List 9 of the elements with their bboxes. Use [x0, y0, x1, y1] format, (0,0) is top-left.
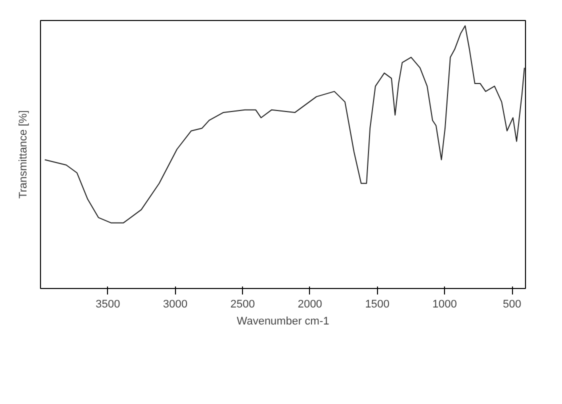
y-axis-title: Transmittance [%] — [18, 110, 30, 199]
x-axis-title: Wavenumber cm-1 — [236, 316, 330, 328]
x-tick-label: 3500 — [96, 298, 120, 310]
x-tick-label: 2500 — [230, 298, 255, 310]
x-tick-label: 2000 — [298, 298, 322, 310]
x-tick-label: 3000 — [162, 298, 188, 310]
x-tick-label: 1000 — [432, 298, 457, 310]
x-tick-label: 500 — [502, 298, 522, 310]
x-tick-label: 1500 — [365, 298, 390, 310]
